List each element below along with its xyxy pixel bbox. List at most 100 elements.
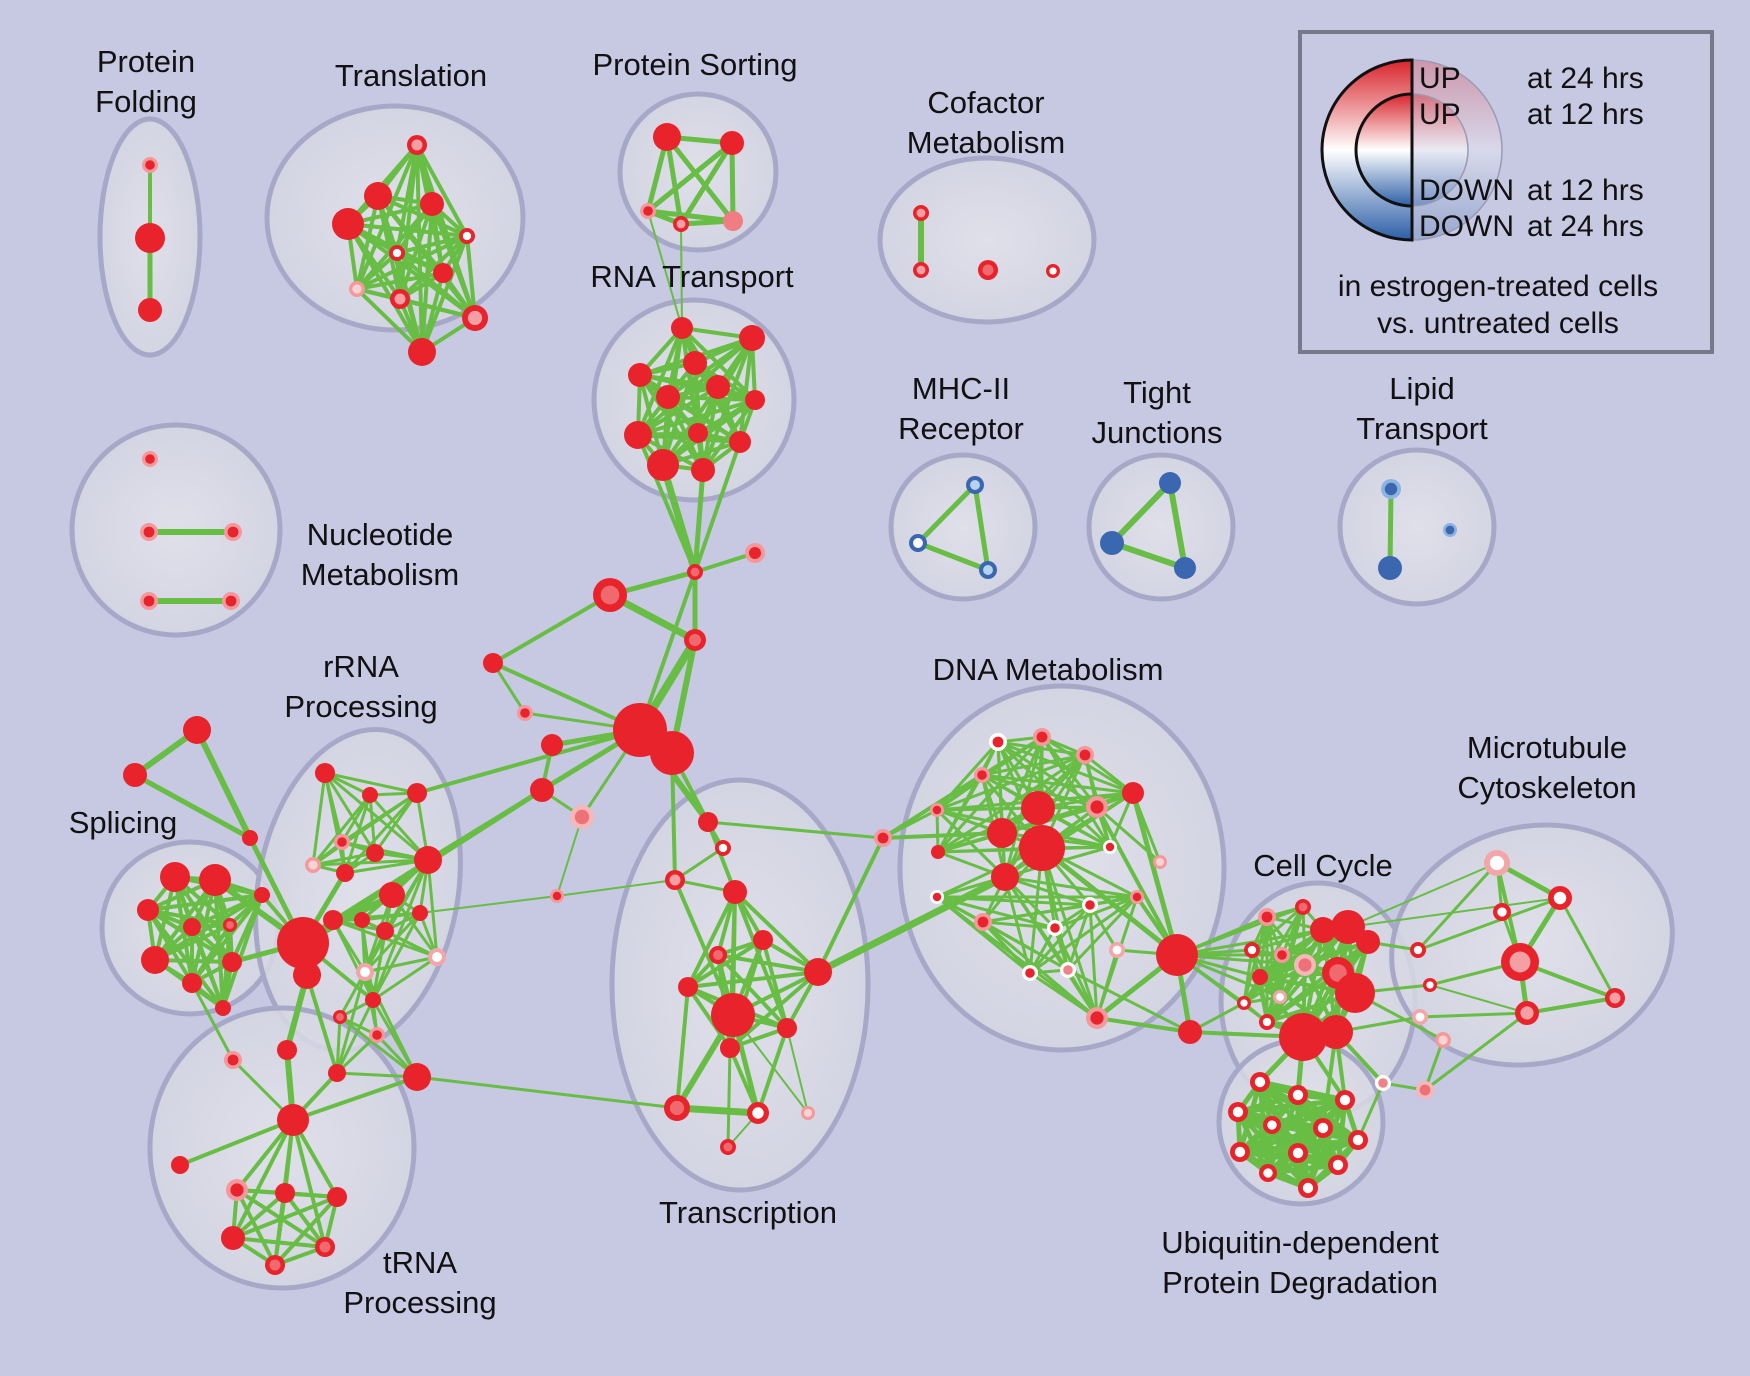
node-core-nm3: [227, 526, 239, 538]
edge: [1242, 948, 1254, 1005]
node-tx1: [753, 930, 773, 950]
edge: [935, 773, 984, 812]
node-core-tx10: [803, 1108, 813, 1118]
edge: [190, 981, 235, 1062]
node-sp7: [222, 952, 242, 972]
node-rr9: [379, 882, 405, 908]
node-core-dm3: [1079, 749, 1091, 761]
node-core-rr15: [360, 967, 370, 977]
edge: [311, 851, 377, 867]
node-core-pf1: [145, 160, 155, 170]
node-wg5: [483, 653, 503, 673]
node-ps2: [720, 131, 744, 155]
node-core-bg1: [877, 832, 889, 844]
node-tx7: [720, 1038, 740, 1058]
node-core-ch4: [749, 547, 761, 559]
edge: [915, 482, 978, 546]
edge: [645, 140, 735, 214]
node-core-ub1: [1254, 1076, 1266, 1088]
node-core-ps3: [643, 206, 653, 216]
edge: [311, 858, 430, 867]
edge: [355, 271, 445, 291]
edge: [178, 1118, 295, 1167]
node-sp9: [215, 1000, 231, 1016]
edge: [1265, 1162, 1341, 1176]
edge: [1250, 905, 1305, 952]
edge: [305, 973, 339, 1075]
edge: [190, 893, 264, 985]
cluster-label-dna-metabolism: DNA Metabolism: [933, 652, 1164, 687]
node-core-cc14: [1262, 1017, 1272, 1027]
edge: [664, 134, 684, 227]
edge: [430, 202, 477, 320]
edge: [1109, 540, 1188, 571]
edge: [693, 440, 742, 574]
edge: [1175, 905, 1305, 957]
edge: [980, 773, 1135, 795]
edge: [680, 223, 683, 329]
node-bh2: [293, 961, 321, 989]
node-rt1: [671, 317, 693, 339]
cluster-ellipse-lipid-transport: [1337, 447, 1497, 607]
cluster-ellipse-transcription: [609, 777, 871, 1193]
node-core-tn3: [230, 1183, 244, 1197]
cluster-label-rrna-processing: rRNA Processing: [284, 649, 437, 724]
edge: [729, 140, 736, 224]
edge: [153, 878, 217, 962]
node-rt6: [656, 385, 680, 409]
edge: [636, 433, 742, 444]
node-core-ub12: [1302, 1182, 1314, 1194]
node-core-ub11: [1332, 1159, 1344, 1171]
edge: [1265, 928, 1325, 1024]
edge: [363, 911, 422, 974]
node-core-wg6: [520, 708, 530, 718]
node-core-rr18: [372, 1030, 382, 1040]
edge: [726, 1046, 732, 1149]
edge: [335, 1033, 379, 1075]
edge: [1066, 968, 1192, 1034]
edge: [311, 793, 372, 867]
legend-caption-1: vs. untreated cells: [1377, 307, 1619, 340]
edge: [371, 998, 419, 1079]
edge: [1053, 926, 1099, 1020]
node-dm11: [1019, 825, 1065, 871]
edge: [706, 820, 885, 840]
node-core-ub2: [1292, 1089, 1304, 1101]
node-core-cc22: [1419, 1084, 1431, 1096]
edge: [291, 1075, 419, 1122]
node-core-mt2: [1553, 891, 1567, 905]
node-core-wg4: [552, 891, 562, 901]
node-dm10: [987, 818, 1017, 848]
node-core-dm16: [932, 892, 942, 902]
node-rr20: [403, 1063, 431, 1091]
edge: [716, 953, 789, 1030]
node-core-rr14: [432, 952, 442, 962]
edge: [1167, 480, 1188, 571]
node-rr19: [328, 1064, 346, 1082]
node-core-cc17: [1413, 945, 1423, 955]
node-core-tn7: [319, 1241, 331, 1253]
edge: [355, 287, 424, 354]
edge: [686, 890, 737, 989]
edge: [935, 808, 940, 854]
node-bh1: [277, 917, 329, 969]
edge: [664, 134, 736, 224]
node-core-cc3: [1247, 945, 1257, 955]
edge: [355, 194, 380, 291]
edge: [756, 1026, 789, 1115]
edge: [132, 772, 253, 841]
edge: [371, 858, 430, 1002]
edge: [335, 1015, 342, 1075]
node-rr1: [315, 763, 335, 783]
edge: [194, 727, 253, 841]
node-rt3: [683, 351, 707, 375]
cluster-label-mhc-ii-receptor: MHC-II Receptor: [898, 371, 1024, 446]
edge: [371, 911, 422, 1002]
edge: [556, 879, 676, 897]
node-core-nm1: [145, 454, 155, 464]
edge: [638, 570, 697, 732]
node-core-cf2: [916, 265, 926, 275]
edge: [283, 1191, 327, 1249]
